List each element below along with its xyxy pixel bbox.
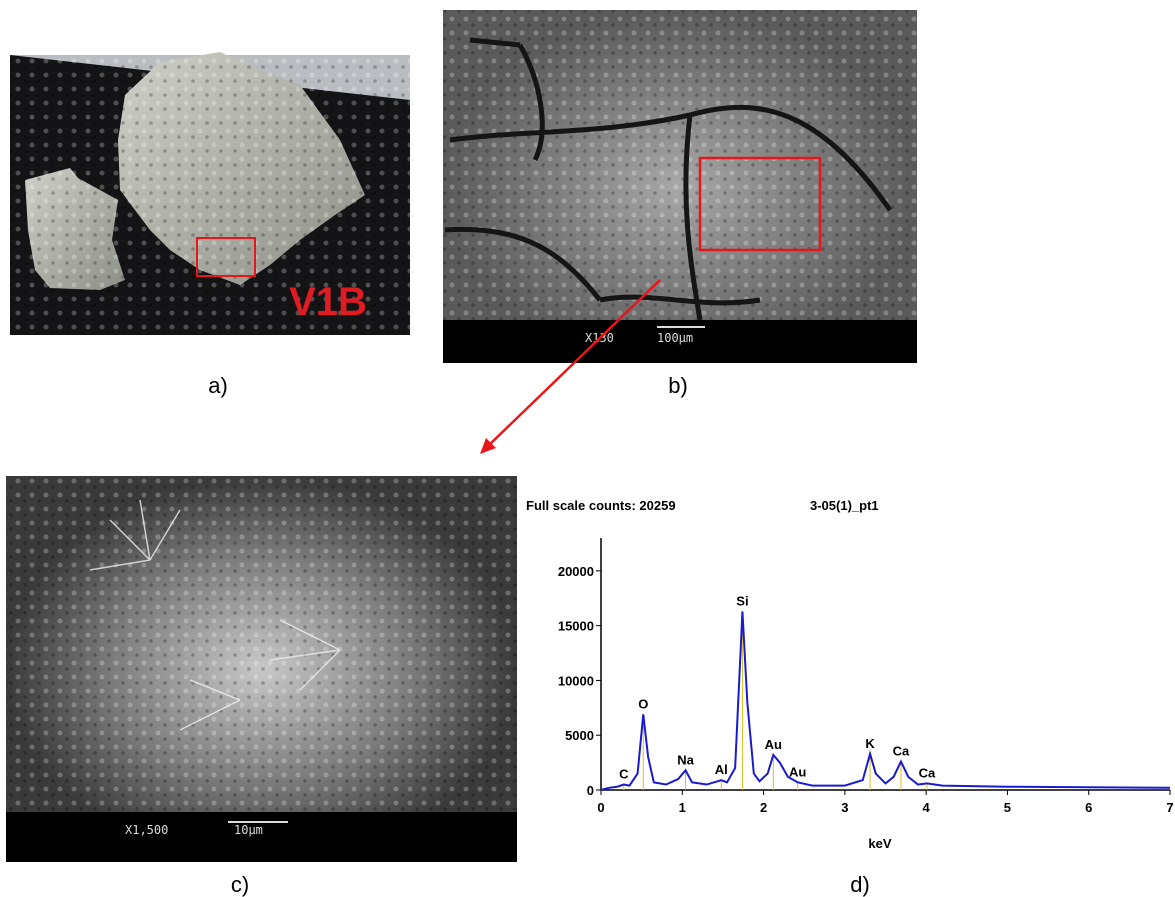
y-tick-label: 5000 xyxy=(565,728,594,743)
photo-a: V1B xyxy=(10,52,410,335)
x-tick-label: 4 xyxy=(923,800,931,815)
x-tick-label: 2 xyxy=(760,800,767,815)
photo-annotation: V1B xyxy=(289,280,367,324)
panel-label: a) xyxy=(208,373,228,398)
x-axis-label: keV xyxy=(868,836,891,851)
peak-label: C xyxy=(619,767,629,782)
peak-label: Al xyxy=(715,762,728,777)
sem-image-b: X130 100µm xyxy=(443,10,917,363)
x-tick-label: 5 xyxy=(1004,800,1011,815)
x-tick-label: 3 xyxy=(841,800,848,815)
x-tick-label: 0 xyxy=(597,800,604,815)
peak-label: Na xyxy=(677,752,694,767)
magnification: X1,500 xyxy=(125,823,168,837)
panel-label: d) xyxy=(850,872,870,897)
peak-label: Ca xyxy=(919,765,936,780)
sem-image-c: X1,500 10µm xyxy=(6,476,517,862)
scale-bar-label: 100µm xyxy=(657,331,693,345)
scale-bar-label: 10µm xyxy=(234,823,263,837)
x-tick-label: 1 xyxy=(679,800,686,815)
peak-label: Au xyxy=(765,737,782,752)
peak-label: Ca xyxy=(893,744,910,759)
y-tick-label: 20000 xyxy=(558,564,594,579)
peak-label: Au xyxy=(789,764,806,779)
panel-label: c) xyxy=(231,872,249,897)
x-tick-label: 7 xyxy=(1166,800,1173,815)
peak-label: O xyxy=(638,696,648,711)
y-tick-label: 0 xyxy=(587,783,594,798)
eds-spectrum: Full scale counts: 20259 3-05(1)_pt1 keV… xyxy=(526,498,1174,851)
panel-label: b) xyxy=(668,373,688,398)
figure: V1B X130 100µm X1,500 10µm a) b) c) d) F… xyxy=(0,0,1175,897)
x-tick-label: 6 xyxy=(1085,800,1092,815)
y-tick-label: 15000 xyxy=(558,619,594,634)
y-tick-label: 10000 xyxy=(558,673,594,688)
chart-subtitle: 3-05(1)_pt1 xyxy=(810,498,879,513)
peak-label: K xyxy=(865,736,875,751)
chart-title: Full scale counts: 20259 xyxy=(526,498,676,513)
peak-label: Si xyxy=(736,593,748,608)
